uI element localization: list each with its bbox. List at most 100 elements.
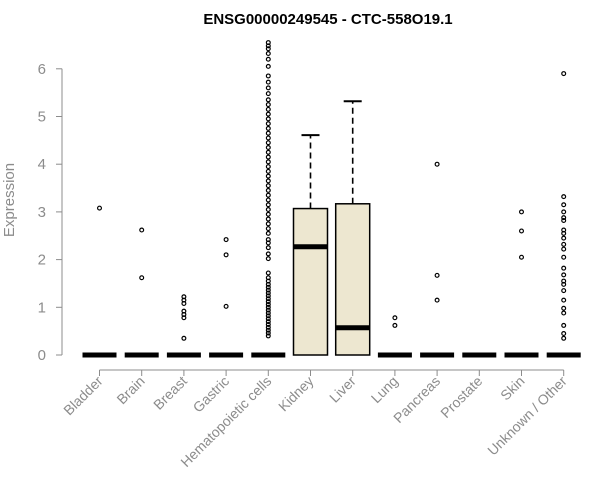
box-kidney bbox=[292, 134, 329, 356]
outlier-point bbox=[561, 335, 567, 341]
x-tick-label: Liver bbox=[326, 373, 359, 406]
y-tick-label: 5 bbox=[38, 109, 46, 126]
outlier-point bbox=[434, 161, 440, 167]
outlier-point bbox=[561, 265, 567, 271]
box-lung bbox=[377, 315, 412, 358]
outlier-point bbox=[561, 202, 567, 208]
outlier-point bbox=[265, 256, 271, 262]
outlier-point bbox=[265, 313, 271, 319]
outlier-point bbox=[96, 205, 102, 211]
outlier-point bbox=[265, 307, 271, 313]
box-body bbox=[334, 203, 371, 356]
outlier-point bbox=[265, 226, 271, 232]
box-liver bbox=[334, 100, 371, 356]
outlier-point bbox=[265, 221, 271, 227]
outlier-point bbox=[265, 327, 271, 333]
x-tick-label: Brain bbox=[113, 373, 147, 407]
x-tick-label: Breast bbox=[150, 373, 190, 413]
outlier-point bbox=[265, 140, 271, 146]
outlier-point bbox=[265, 178, 271, 184]
outlier-point bbox=[265, 145, 271, 151]
outlier-point bbox=[265, 330, 271, 336]
outlier-point bbox=[561, 230, 567, 236]
outlier-point bbox=[561, 241, 567, 247]
outlier-point bbox=[265, 79, 271, 85]
outlier-point bbox=[265, 46, 271, 52]
outlier-point bbox=[265, 168, 271, 174]
box-pancreas bbox=[420, 161, 455, 358]
outlier-point bbox=[434, 297, 440, 303]
outlier-point bbox=[265, 121, 271, 127]
outlier-point bbox=[265, 56, 271, 62]
outlier-point bbox=[561, 194, 567, 200]
outlier-point bbox=[265, 116, 271, 122]
outlier-point bbox=[265, 102, 271, 108]
outlier-point bbox=[265, 91, 271, 97]
outlier-point bbox=[561, 288, 567, 294]
outlier-point bbox=[265, 73, 271, 79]
outlier-point bbox=[265, 154, 271, 160]
outlier-point bbox=[265, 135, 271, 141]
outlier-point bbox=[561, 215, 567, 221]
outlier-point bbox=[265, 333, 271, 339]
y-tick-label: 0 bbox=[38, 347, 46, 364]
outlier-point bbox=[265, 296, 271, 302]
outlier-point bbox=[561, 281, 567, 287]
outlier-point bbox=[265, 293, 271, 299]
outlier-point bbox=[265, 51, 271, 57]
outlier-point bbox=[265, 230, 271, 236]
outlier-point bbox=[265, 240, 271, 246]
outlier-point bbox=[561, 235, 567, 241]
outlier-point bbox=[265, 301, 271, 307]
outlier-point bbox=[392, 315, 398, 321]
outlier-point bbox=[265, 316, 271, 322]
y-axis: 0 1 2 3 4 5 6 bbox=[38, 61, 63, 364]
x-tick-label: Kidney bbox=[275, 373, 317, 415]
outlier-point bbox=[518, 228, 524, 234]
outlier-point bbox=[265, 173, 271, 179]
outlier-point bbox=[561, 209, 567, 215]
outlier-point bbox=[265, 216, 271, 222]
outlier-point bbox=[265, 251, 271, 257]
box-series bbox=[82, 40, 581, 358]
box-bladder bbox=[82, 205, 117, 358]
outlier-point bbox=[265, 159, 271, 165]
outlier-point bbox=[223, 252, 229, 258]
outlier-point bbox=[561, 217, 567, 223]
outlier-point bbox=[265, 125, 271, 131]
outlier-point bbox=[265, 63, 271, 69]
outlier-point bbox=[561, 305, 567, 311]
outlier-point bbox=[265, 164, 271, 170]
outlier-point bbox=[265, 85, 271, 91]
x-tick-label: Skin bbox=[497, 373, 528, 404]
y-axis-label: Expression bbox=[1, 163, 18, 237]
outlier-point bbox=[265, 270, 271, 276]
outlier-point bbox=[265, 183, 271, 189]
x-tick-label: Pancreas bbox=[390, 373, 443, 426]
outlier-point bbox=[265, 130, 271, 136]
outlier-point bbox=[181, 300, 187, 306]
outlier-point bbox=[561, 331, 567, 337]
box-skin bbox=[504, 209, 539, 358]
outlier-point bbox=[561, 322, 567, 328]
outlier-point bbox=[561, 254, 567, 260]
outlier-point bbox=[265, 149, 271, 155]
outlier-point bbox=[265, 97, 271, 103]
outlier-point bbox=[223, 237, 229, 243]
x-tick-label: Lung bbox=[368, 373, 401, 406]
x-tick-label: Unknown / Other bbox=[484, 373, 570, 459]
y-tick-label: 2 bbox=[38, 252, 46, 269]
outlier-point bbox=[265, 211, 271, 217]
outlier-point bbox=[265, 245, 271, 251]
y-tick-label: 4 bbox=[38, 156, 46, 173]
box-hematopoietic-cells bbox=[251, 40, 286, 358]
outlier-point bbox=[265, 310, 271, 316]
outlier-point bbox=[265, 187, 271, 193]
outlier-point bbox=[223, 303, 229, 309]
outlier-point bbox=[265, 319, 271, 325]
outlier-point bbox=[265, 321, 271, 327]
outlier-point bbox=[265, 111, 271, 117]
outlier-point bbox=[265, 106, 271, 112]
